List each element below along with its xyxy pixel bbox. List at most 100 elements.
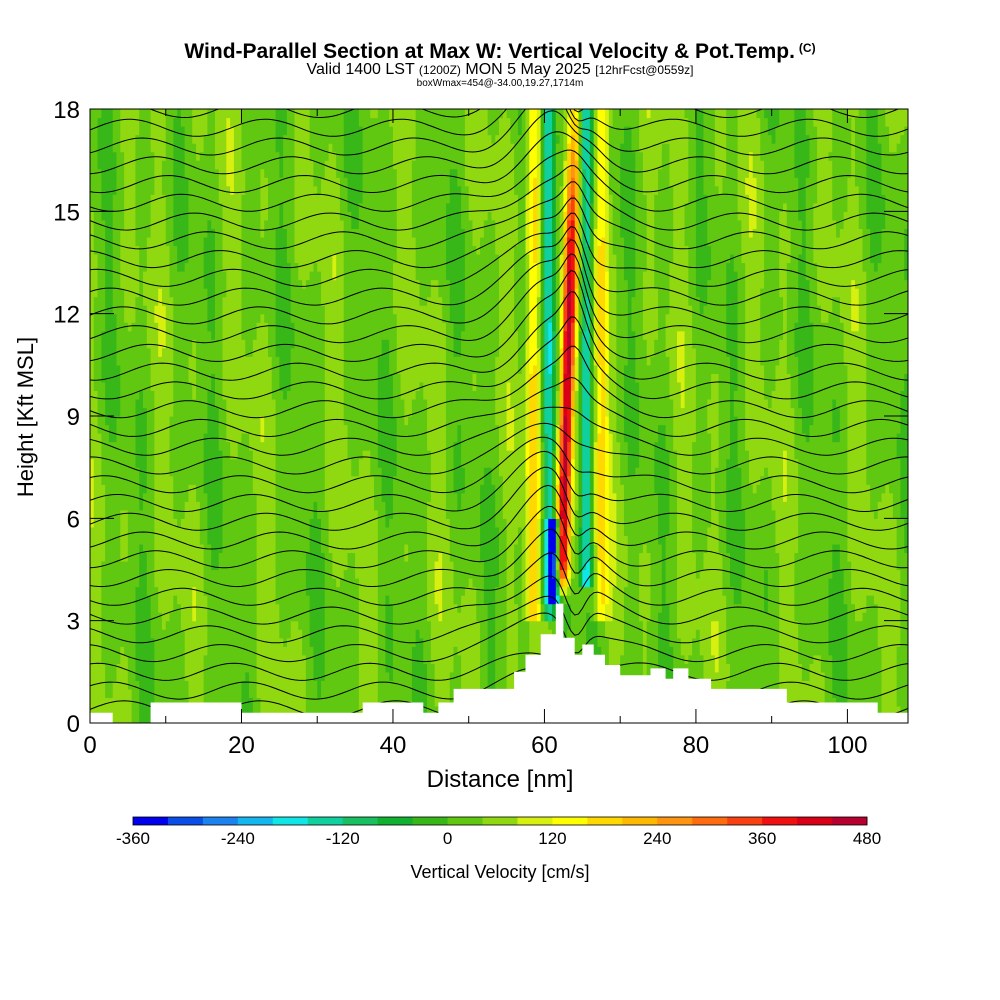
velocity-cell	[233, 603, 239, 613]
velocity-cell	[336, 467, 341, 477]
velocity-cell	[321, 680, 326, 690]
velocity-cell	[192, 390, 197, 400]
velocity-cell	[177, 646, 182, 656]
velocity-cell	[279, 612, 284, 622]
velocity-cell	[321, 433, 326, 443]
velocity-cell	[196, 526, 201, 536]
velocity-cell	[317, 168, 322, 178]
velocity-cell	[161, 467, 167, 477]
velocity-cell	[173, 407, 178, 417]
velocity-cell	[324, 143, 330, 153]
velocity-cell	[237, 535, 243, 545]
velocity-cell	[317, 356, 322, 366]
velocity-cell	[336, 620, 341, 630]
velocity-cell	[97, 595, 102, 605]
velocity-cell	[177, 322, 182, 332]
velocity-cell	[226, 688, 231, 699]
velocity-cell	[184, 654, 190, 664]
velocity-cell	[211, 560, 216, 571]
velocity-cell	[211, 569, 216, 579]
velocity-cell	[112, 629, 118, 639]
velocity-cell	[252, 279, 258, 289]
velocity-cell	[249, 364, 254, 374]
velocity-cell	[135, 356, 140, 366]
velocity-cell	[143, 228, 148, 238]
velocity-cell	[173, 543, 178, 554]
velocity-cell	[313, 117, 318, 127]
velocity-cell	[146, 211, 152, 221]
velocity-cell	[249, 671, 254, 681]
velocity-cell	[264, 322, 269, 332]
velocity-cell	[309, 603, 315, 613]
velocity-cell	[321, 526, 326, 536]
velocity-cell	[139, 168, 144, 178]
velocity-cell	[90, 185, 95, 195]
velocity-cell	[283, 134, 288, 144]
velocity-cell	[169, 680, 174, 690]
velocity-cell	[154, 484, 159, 494]
velocity-cell	[279, 143, 284, 153]
velocity-cell	[313, 322, 318, 332]
velocity-cell	[169, 620, 174, 630]
velocity-cell	[249, 288, 254, 298]
velocity-cell	[173, 416, 178, 426]
velocity-cell	[105, 629, 110, 639]
velocity-cell	[286, 398, 292, 409]
velocity-cell	[294, 646, 299, 656]
velocity-cell	[302, 697, 307, 707]
velocity-cell	[131, 168, 137, 178]
velocity-cell	[184, 509, 190, 519]
velocity-cell	[290, 109, 296, 119]
velocity-cell	[112, 202, 118, 212]
velocity-cell	[233, 390, 239, 400]
velocity-cell	[313, 202, 318, 212]
velocity-cell	[343, 364, 349, 374]
velocity-cell	[218, 629, 224, 639]
velocity-cell	[249, 526, 254, 536]
velocity-cell	[188, 433, 193, 443]
velocity-cell	[97, 620, 102, 630]
forecast-info: [12hrFcst@0559z]	[595, 63, 694, 77]
velocity-cell	[279, 228, 284, 238]
velocity-cell	[305, 262, 311, 272]
velocity-cell	[214, 526, 220, 536]
velocity-cell	[116, 356, 121, 366]
velocity-cell	[252, 697, 258, 707]
velocity-cell	[154, 552, 159, 562]
velocity-cell	[116, 501, 121, 511]
velocity-cell	[339, 492, 345, 502]
velocity-cell	[317, 143, 322, 153]
velocity-cell	[108, 279, 114, 289]
velocity-cell	[177, 671, 182, 681]
velocity-cell	[207, 279, 212, 289]
velocity-cell	[233, 143, 239, 153]
velocity-cell	[112, 467, 118, 477]
velocity-cell	[131, 117, 137, 127]
velocity-cell	[199, 330, 205, 340]
velocity-cell	[339, 219, 345, 229]
velocity-cell	[305, 535, 311, 545]
velocity-cell	[173, 202, 178, 212]
velocity-cell	[313, 219, 318, 229]
velocity-cell	[343, 501, 349, 511]
velocity-cell	[199, 603, 205, 613]
velocity-cell	[222, 330, 227, 340]
velocity-cell	[127, 236, 133, 247]
velocity-cell	[173, 569, 178, 579]
velocity-cell	[177, 552, 182, 562]
velocity-cell	[214, 433, 220, 443]
velocity-cell	[192, 109, 197, 119]
velocity-cell	[192, 185, 197, 195]
velocity-cell	[241, 126, 246, 136]
velocity-cell	[264, 271, 269, 281]
velocity-cell	[328, 543, 333, 554]
velocity-cell	[93, 595, 99, 605]
velocity-cell	[196, 543, 201, 554]
velocity-cell	[309, 424, 315, 434]
velocity-cell	[252, 185, 258, 195]
velocity-cell	[336, 279, 341, 289]
velocity-cell	[222, 202, 227, 212]
velocity-cell	[324, 595, 330, 605]
velocity-cell	[154, 143, 159, 153]
velocity-cell	[233, 126, 239, 136]
